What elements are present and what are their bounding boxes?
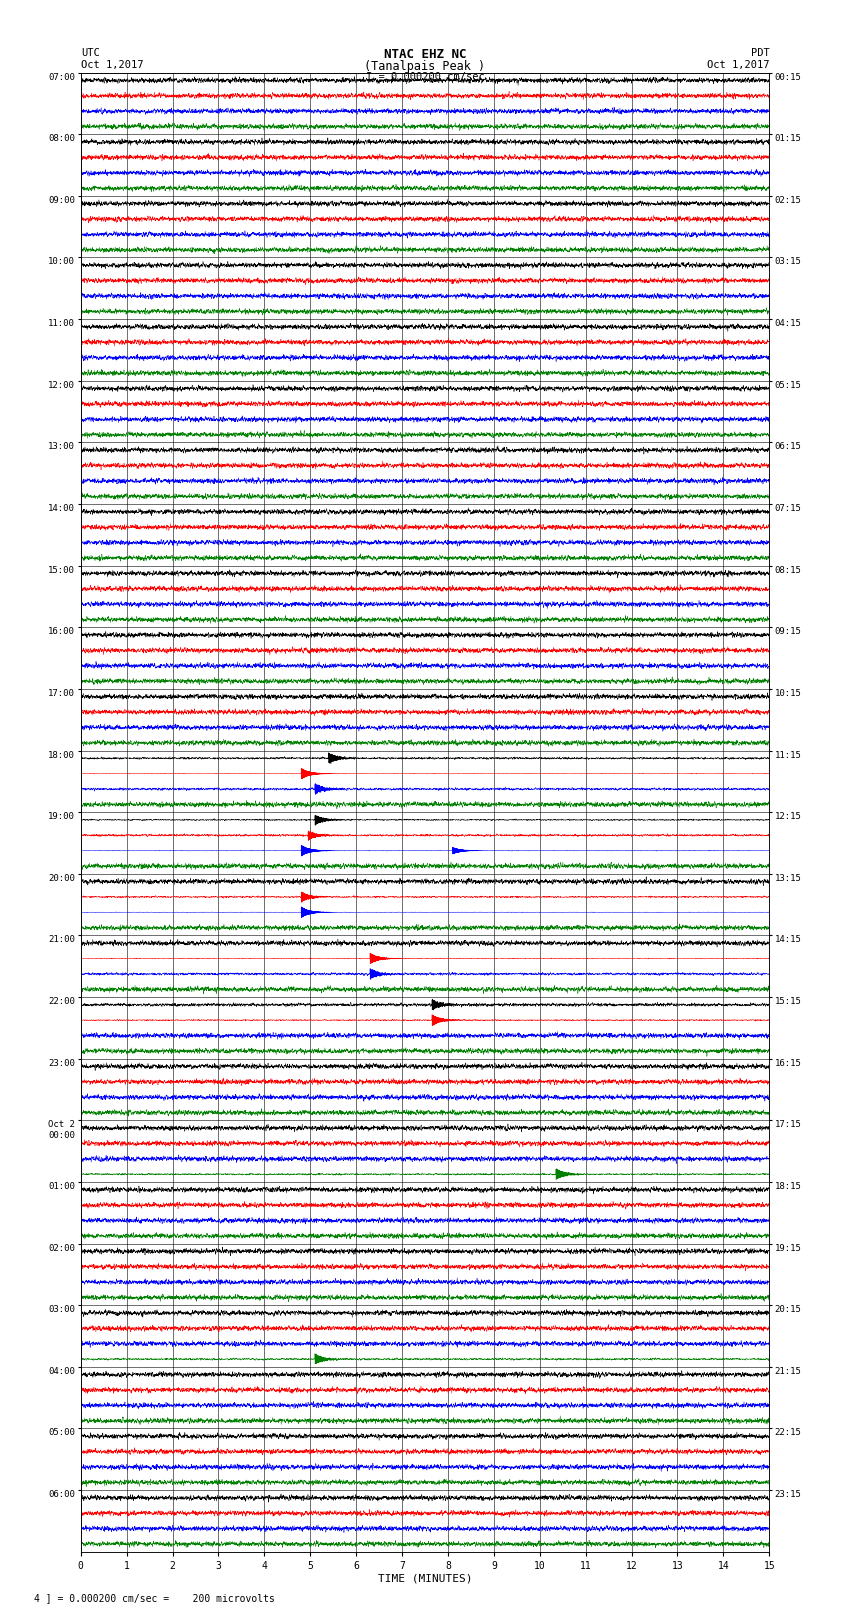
Text: UTC: UTC <box>81 47 99 58</box>
Text: PDT: PDT <box>751 47 769 58</box>
Text: (Tanalpais Peak ): (Tanalpais Peak ) <box>365 60 485 74</box>
Text: I = 0.000200 cm/sec: I = 0.000200 cm/sec <box>366 71 484 82</box>
X-axis label: TIME (MINUTES): TIME (MINUTES) <box>377 1574 473 1584</box>
Text: NTAC EHZ NC: NTAC EHZ NC <box>383 47 467 61</box>
Text: 4 ] = 0.000200 cm/sec =    200 microvolts: 4 ] = 0.000200 cm/sec = 200 microvolts <box>34 1594 275 1603</box>
Text: Oct 1,2017: Oct 1,2017 <box>81 60 144 69</box>
Text: Oct 1,2017: Oct 1,2017 <box>706 60 769 69</box>
